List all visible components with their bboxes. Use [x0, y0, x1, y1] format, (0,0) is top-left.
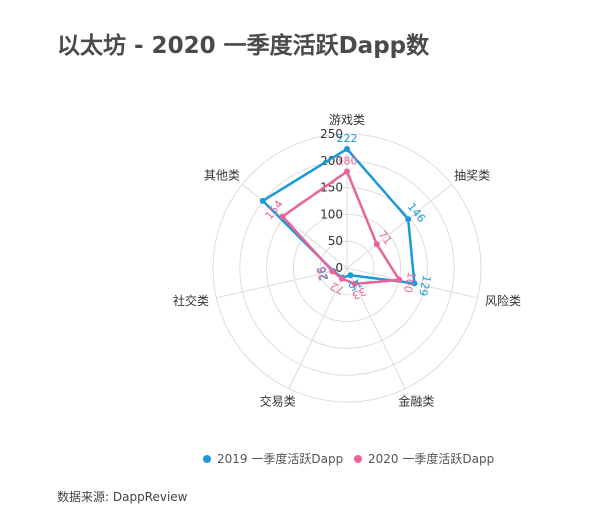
data-point[interactable]	[396, 276, 403, 283]
legend: 2019 一季度活跃Dapp 2020 一季度活跃Dapp	[0, 450, 595, 470]
data-point[interactable]	[347, 272, 354, 279]
axis-spoke	[216, 267, 348, 299]
legend-item-2020[interactable]: 2020 一季度活跃Dapp	[354, 450, 494, 467]
page-title: 以太坊 - 2020 一季度活跃Dapp数	[57, 33, 430, 59]
legend-label: 2020 一季度活跃Dapp	[368, 452, 495, 466]
axis-spoke	[346, 184, 453, 269]
radial-tick-label: 150	[320, 181, 343, 195]
data-point[interactable]	[344, 168, 350, 175]
radar-series	[259, 146, 418, 287]
radial-tick-label: 200	[320, 154, 343, 168]
category-label: 交易类	[260, 393, 296, 408]
radial-tick-label: 50	[328, 234, 343, 248]
legend-label: 2019 一季度活跃Dapp	[217, 452, 344, 466]
radial-tick-label: 250	[320, 127, 343, 141]
data-label: 26	[315, 265, 331, 282]
data-point[interactable]	[338, 275, 345, 282]
data-label: 222	[337, 132, 358, 145]
category-label: 其他类	[204, 169, 240, 183]
legend-dot-icon	[354, 454, 362, 463]
radial-tick-label: 0	[335, 261, 343, 275]
series-line	[261, 147, 416, 285]
radar-axes: 0 50 100 150 200 250	[216, 127, 478, 389]
legend-item-2019[interactable]: 2019 一季度活跃Dapp	[203, 450, 343, 467]
series-line	[281, 170, 401, 286]
data-point[interactable]	[329, 268, 336, 275]
data-point[interactable]	[259, 197, 266, 204]
data-label: 129	[416, 274, 433, 297]
data-label: 180	[337, 155, 358, 168]
data-point[interactable]	[279, 213, 286, 220]
data-label: 15	[346, 276, 364, 294]
data-source-note: 数据来源: DappReview	[57, 490, 188, 504]
category-label: 抽奖类	[454, 169, 490, 183]
radial-tick-label: 100	[320, 207, 343, 221]
category-label: 风险类	[485, 293, 521, 308]
category-label: 社交类	[173, 293, 209, 308]
data-label: 100	[401, 271, 418, 294]
data-label: 28	[314, 265, 330, 282]
legend-dot-icon	[203, 454, 211, 463]
category-label: 金融类	[398, 393, 434, 408]
data-point[interactable]	[344, 146, 350, 153]
data-point[interactable]	[405, 216, 412, 223]
axis-spoke	[346, 267, 406, 389]
category-label: 游戏类	[329, 113, 365, 127]
data-label: 33	[350, 284, 368, 302]
data-point[interactable]	[373, 241, 380, 248]
axis-spoke	[288, 267, 348, 389]
data-label: 72	[328, 279, 346, 297]
data-point[interactable]	[411, 280, 418, 287]
axis-spoke	[241, 184, 348, 269]
data-point[interactable]	[351, 280, 358, 287]
